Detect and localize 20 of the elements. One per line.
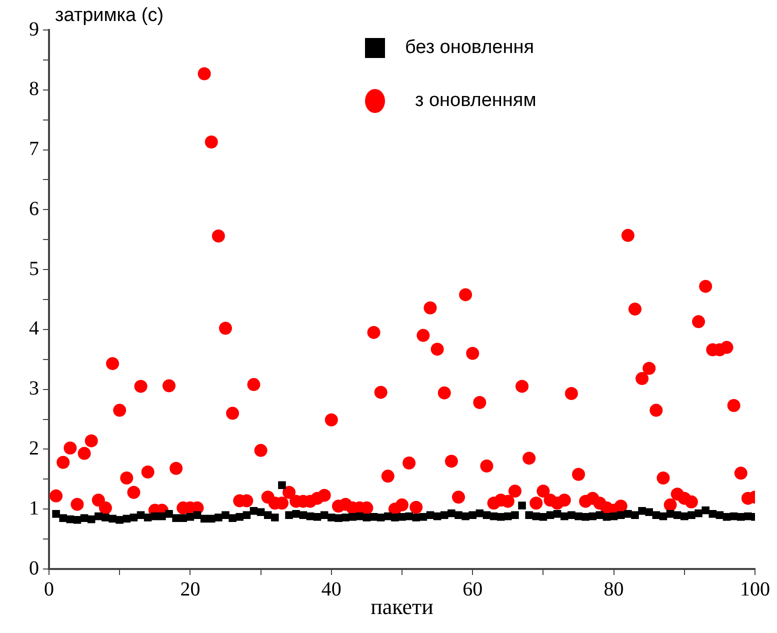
y-tick-label: 6 bbox=[29, 198, 39, 220]
y-tick-label: 3 bbox=[29, 378, 39, 400]
y-tick-label: 0 bbox=[29, 557, 39, 580]
y-tick-label: 1 bbox=[29, 497, 39, 520]
y-tick-label: 7 bbox=[29, 138, 39, 160]
x-tick-label: 60 bbox=[462, 578, 483, 600]
x-tick-label: 0 bbox=[44, 578, 54, 600]
y-tick-label: 2 bbox=[29, 437, 39, 460]
x-axis-title: пакети bbox=[370, 594, 434, 619]
x-tick-label: 40 bbox=[321, 578, 342, 600]
y-tick-label: 8 bbox=[29, 78, 39, 100]
y-tick-label: 4 bbox=[29, 318, 39, 340]
legend-label: без оновлення bbox=[405, 37, 534, 58]
x-tick-label: 20 bbox=[180, 578, 200, 600]
y-tick-label: 9 bbox=[29, 18, 39, 40]
y-tick-label: 5 bbox=[29, 258, 39, 280]
x-tick-label: 100 bbox=[740, 578, 770, 600]
legend-label: з оновленням bbox=[415, 90, 536, 112]
y-axis-title: затримка (с) bbox=[55, 5, 164, 26]
x-tick-label: 80 bbox=[604, 578, 624, 600]
